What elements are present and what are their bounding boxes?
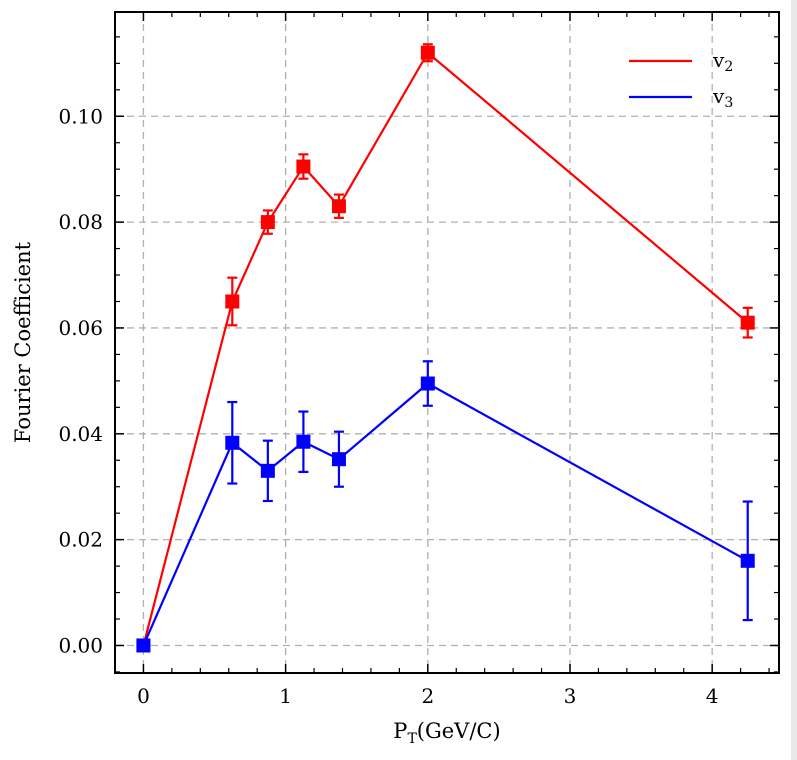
series-line (142, 382, 749, 646)
data-point (331, 199, 346, 214)
series-line (142, 51, 749, 646)
y-tick-label: 0.06 (58, 316, 103, 340)
y-axis-label: Fourier Coefficient (11, 241, 35, 443)
data-point (296, 434, 311, 449)
data-point (296, 159, 311, 174)
series-v2 (136, 43, 755, 653)
legend-label: v3 (712, 84, 733, 111)
data-point (225, 435, 240, 450)
plot-frame (114, 11, 780, 674)
x-tick-label: 2 (421, 684, 434, 708)
x-tick-label: 1 (279, 684, 292, 708)
x-axis-label-rest: (GeV/C) (417, 719, 501, 743)
data-point (260, 463, 275, 478)
data-series (136, 43, 755, 653)
y-tick-label: 0.04 (58, 422, 103, 446)
x-tick-label: 0 (137, 684, 150, 708)
legend-label: v2 (712, 48, 733, 75)
data-point (331, 452, 346, 467)
data-point (740, 553, 755, 568)
y-tick-label: 0.00 (58, 633, 103, 657)
tick-labels: 0 1 2 3 4 0.00 0.02 0.04 0.06 0.08 0.10 (58, 104, 718, 708)
x-axis-label-subscript: T (407, 731, 417, 747)
data-point (740, 315, 755, 330)
data-point (225, 294, 240, 309)
y-tick-label: 0.02 (58, 528, 103, 552)
data-point (136, 638, 151, 653)
axis-ticks (114, 12, 779, 673)
y-tick-label: 0.10 (58, 104, 103, 128)
grid-lines (115, 12, 779, 673)
y-tick-label: 0.08 (58, 210, 103, 234)
data-point (260, 215, 275, 230)
data-point (420, 376, 435, 391)
data-point (420, 45, 435, 60)
series-v3 (136, 360, 755, 653)
x-tick-label: 3 (564, 684, 577, 708)
x-tick-label: 4 (706, 684, 719, 708)
x-axis-label-main: P (393, 719, 407, 743)
window-edge (791, 0, 797, 760)
x-axis-label: PT(GeV/C) (393, 719, 500, 747)
